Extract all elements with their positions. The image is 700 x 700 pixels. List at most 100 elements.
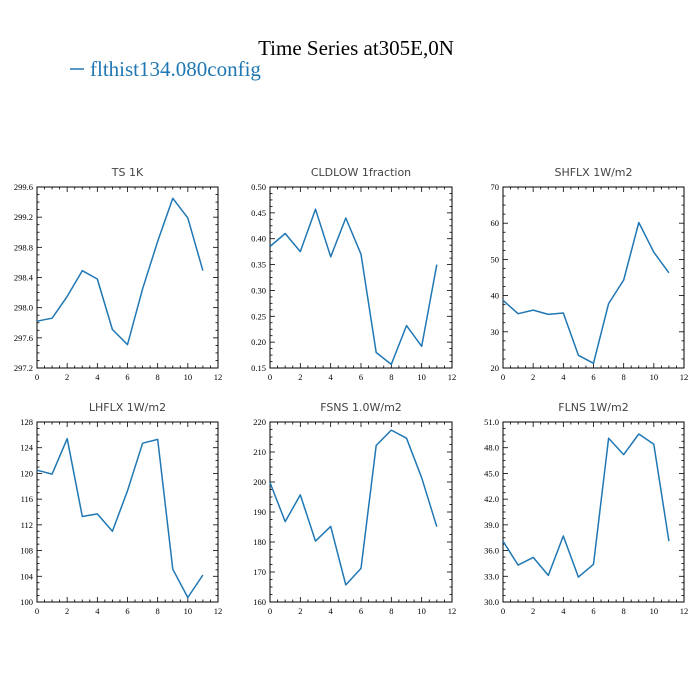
x-tick-label: 6	[359, 372, 363, 382]
x-tick-label: 2	[65, 372, 69, 382]
series-line	[502, 433, 670, 578]
y-tick-label: 120	[20, 468, 33, 478]
x-tick-label: 6	[125, 606, 129, 616]
y-tick-label: 45.0	[484, 468, 499, 478]
panel-title: FLNS 1W/m2	[558, 401, 628, 414]
y-tick-label: 108	[20, 546, 33, 556]
panel-title: CLDLOW 1fraction	[311, 166, 411, 179]
y-tick-label: 51.0	[484, 417, 499, 427]
series-line	[36, 437, 204, 599]
x-tick-label: 10	[184, 606, 193, 616]
y-tick-label: 180	[253, 537, 266, 547]
x-tick-label: 0	[35, 606, 39, 616]
x-tick-label: 4	[329, 606, 334, 616]
y-tick-label: 297.6	[14, 333, 33, 343]
x-tick-label: 0	[268, 372, 272, 382]
legend: flthist134.080config	[70, 57, 261, 81]
y-tick-label: 112	[21, 520, 33, 530]
y-tick-label: 0.45	[251, 208, 266, 218]
y-tick-label: 0.25	[251, 311, 266, 321]
y-tick-label: 20	[491, 363, 500, 373]
y-tick-label: 70	[491, 182, 500, 192]
x-tick-label: 12	[680, 606, 689, 616]
panel-title: LHFLX 1W/m2	[89, 401, 166, 414]
panel-grid: TS 1K 0 2 4 6 8 10 12 297.2 297.6 298.0 298.4 298.8 2…	[14, 166, 688, 616]
x-tick-label: 4	[95, 372, 100, 382]
y-tick-label: 0.40	[251, 234, 266, 244]
x-tick-label: 4	[561, 606, 566, 616]
y-tick-label: 100	[20, 597, 33, 607]
series-line	[36, 197, 204, 346]
y-tick-label: 33.0	[484, 571, 499, 581]
x-tick-label: 10	[417, 606, 426, 616]
x-tick-label: 6	[591, 372, 595, 382]
y-tick-label: 220	[253, 417, 266, 427]
x-tick-label: 0	[268, 606, 272, 616]
chart-panel: LHFLX 1W/m2 0 2 4 6 8 10 12 100 104 108 112 116 120 12…	[20, 401, 222, 616]
x-tick-label: 8	[156, 606, 160, 616]
x-tick-label: 2	[65, 606, 69, 616]
chart-panel: TS 1K 0 2 4 6 8 10 12 297.2 297.6 298.0 298.4 298.8 2…	[14, 166, 222, 382]
x-tick-label: 10	[650, 606, 659, 616]
y-tick-label: 0.35	[251, 260, 266, 270]
y-tick-label: 0.15	[251, 363, 266, 373]
series-line	[269, 429, 438, 586]
x-tick-label: 12	[214, 606, 223, 616]
chart-panel: FSNS 1.0W/m2 0 2 4 6 8 10 12 160 170 180 190 200 210 2…	[253, 401, 456, 616]
chart-panel: SHFLX 1W/m2 0 2 4 6 8 10 12 20 30 40 50 60 70	[491, 166, 689, 382]
x-tick-label: 2	[298, 372, 302, 382]
chart-panel: FLNS 1W/m2 0 2 4 6 8 10 12 30.0 33.0 36.0 39.0 42.0 4…	[484, 401, 688, 616]
y-tick-label: 190	[253, 507, 266, 517]
y-tick-label: 124	[20, 443, 34, 453]
legend-label: flthist134.080config	[90, 57, 261, 81]
x-tick-label: 8	[622, 606, 626, 616]
y-tick-label: 30	[491, 327, 500, 337]
x-tick-label: 12	[680, 372, 689, 382]
x-tick-label: 4	[329, 372, 334, 382]
x-tick-label: 12	[214, 372, 223, 382]
x-tick-label: 6	[359, 606, 363, 616]
x-tick-label: 8	[389, 372, 393, 382]
x-tick-label: 0	[35, 372, 39, 382]
panel-title: SHFLX 1W/m2	[554, 166, 632, 179]
y-tick-label: 298.4	[14, 273, 34, 283]
x-tick-label: 2	[531, 606, 535, 616]
y-tick-label: 297.2	[14, 363, 33, 373]
series-line	[502, 221, 670, 365]
x-tick-label: 2	[531, 372, 535, 382]
x-tick-label: 10	[417, 372, 426, 382]
y-tick-label: 50	[491, 254, 500, 264]
y-tick-label: 39.0	[484, 520, 499, 530]
y-tick-label: 104	[20, 571, 34, 581]
y-tick-label: 0.50	[251, 182, 266, 192]
y-tick-label: 40	[491, 291, 500, 301]
x-tick-label: 4	[95, 606, 100, 616]
x-tick-label: 6	[125, 372, 129, 382]
y-tick-label: 0.30	[251, 285, 266, 295]
x-tick-label: 8	[389, 606, 393, 616]
x-tick-label: 10	[184, 372, 193, 382]
x-tick-label: 10	[650, 372, 659, 382]
y-tick-label: 298.8	[14, 242, 33, 252]
y-tick-label: 160	[253, 597, 266, 607]
panel-title: FSNS 1.0W/m2	[320, 401, 402, 414]
y-tick-label: 42.0	[484, 494, 499, 504]
y-tick-label: 170	[253, 567, 266, 577]
x-tick-label: 2	[298, 606, 302, 616]
series-line	[269, 208, 438, 366]
x-tick-label: 8	[622, 372, 626, 382]
y-tick-label: 298.0	[14, 303, 33, 313]
x-tick-label: 12	[448, 372, 457, 382]
y-tick-label: 0.20	[251, 337, 266, 347]
y-tick-label: 36.0	[484, 546, 499, 556]
chart-panel: CLDLOW 1fraction 0 2 4 6 8 10 12 0.15 0.20 0.25 0.3…	[251, 166, 456, 382]
y-tick-label: 200	[253, 477, 266, 487]
y-tick-label: 299.6	[14, 182, 33, 192]
x-tick-label: 8	[156, 372, 160, 382]
y-tick-label: 128	[20, 417, 33, 427]
x-tick-label: 4	[561, 372, 566, 382]
y-tick-label: 116	[21, 494, 33, 504]
panel-title: TS 1K	[111, 166, 144, 179]
